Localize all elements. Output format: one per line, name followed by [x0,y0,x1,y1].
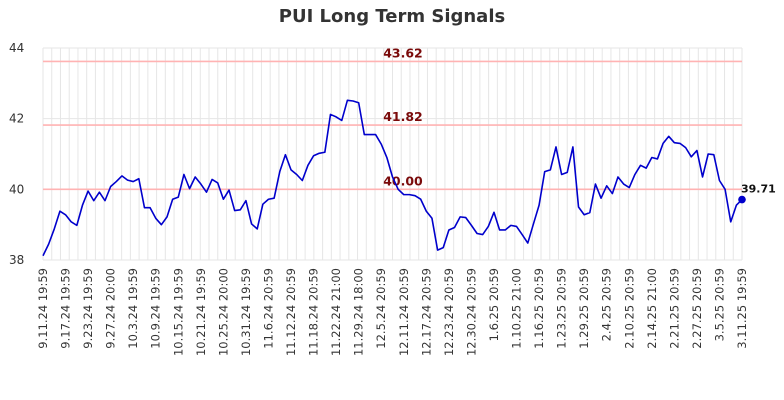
x-tick-label: 10.31.24 19:59 [239,268,253,356]
signal-level-label: 40.00 [383,173,423,188]
x-tick-label: 10.25.24 20:00 [216,268,230,356]
x-tick-label: 11.18.24 20:59 [307,268,321,356]
x-tick-label: 12.30.24 20:59 [464,268,478,356]
x-tick-label: 9.23.24 19:59 [81,268,95,349]
x-tick-label: 1.23.25 20:59 [555,268,569,349]
x-tick-label: 2.10.25 20:59 [622,268,636,349]
y-tick-label: 42 [9,112,24,126]
x-tick-label: 2.14.25 21:00 [645,268,659,349]
x-tick-label: 3.11.25 19:59 [735,268,749,349]
x-tick-label: 2.27.25 20:59 [690,268,704,349]
price-series-line [42,99,743,257]
x-tick-label: 11.6.24 20:59 [261,268,275,349]
x-tick-label: 11.12.24 20:59 [284,268,298,356]
y-tick-label: 40 [9,182,24,196]
x-tick-label: 12.23.24 20:59 [442,268,456,356]
chart-title: PUI Long Term Signals [278,6,506,27]
x-tick-label: 2.4.25 20:59 [600,268,614,341]
x-tick-label: 10.9.24 19:59 [149,268,163,349]
x-tick-label: 1.29.25 20:59 [577,268,591,349]
x-tick-label: 12.17.24 20:59 [419,268,433,356]
x-tick-label: 12.11.24 20:59 [397,268,411,356]
x-tick-label: 9.17.24 19:59 [59,268,73,349]
x-tick-label: 1.16.25 20:59 [532,268,546,349]
x-tick-label: 1.10.25 21:00 [510,268,524,349]
last-value-point [738,195,746,204]
y-tick-label: 44 [9,41,24,55]
x-tick-label: 9.11.24 19:59 [36,268,50,349]
x-tick-label: 10.3.24 19:59 [126,268,140,349]
signal-level-label: 43.62 [383,45,423,60]
last-value-label: 39.71 [741,183,776,196]
y-tick-label: 38 [9,253,24,267]
x-tick-label: 1.6.25 20:59 [487,268,501,341]
x-tick-label: 11.29.24 18:00 [352,268,366,356]
x-tick-label: 12.5.24 20:59 [374,268,388,349]
x-tick-label: 9.27.24 20:00 [104,268,118,349]
x-tick-label: 10.21.24 19:59 [194,268,208,356]
x-tick-label: 10.15.24 19:59 [171,268,185,356]
x-tick-label: 11.22.24 21:00 [329,268,343,356]
signal-level-label: 41.82 [383,109,423,124]
x-tick-label: 3.5.25 20:59 [712,268,726,341]
x-tick-label: 2.21.25 20:59 [667,268,681,349]
